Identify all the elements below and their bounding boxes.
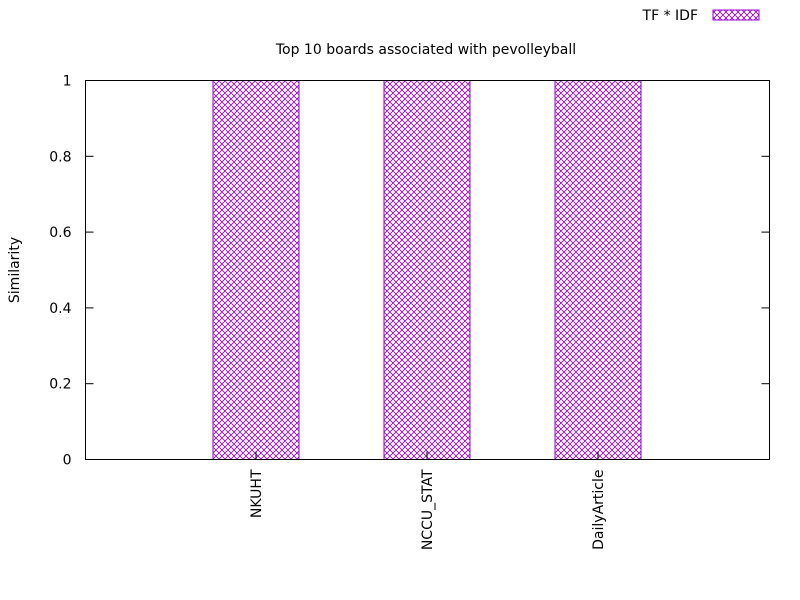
y-axis-label: Similarity — [7, 237, 23, 303]
plot-frame — [85, 80, 770, 460]
bar — [212, 80, 300, 460]
bar-series — [212, 80, 642, 460]
bar — [554, 80, 642, 460]
x-tick-label: NKUHT — [249, 469, 265, 518]
y-axis: 0 0.2 0.4 0.6 0.8 1 — [49, 74, 770, 469]
bar — [383, 80, 471, 460]
legend-swatch — [712, 9, 760, 21]
y-tick-label: 1 — [63, 74, 72, 90]
y-tick-label: 0.2 — [49, 377, 71, 393]
y-tick-label: 0 — [63, 453, 72, 469]
x-axis: NKUHT NCCU_STAT DailyArticle — [249, 451, 607, 550]
y-tick-label: 0.4 — [49, 301, 71, 317]
y-tick-label: 0.8 — [49, 149, 71, 165]
legend: TF * IDF — [642, 8, 760, 24]
legend-label: TF * IDF — [642, 8, 698, 24]
chart-title: Top 10 boards associated with pevolleyba… — [275, 42, 576, 58]
x-tick-label: DailyArticle — [591, 470, 607, 550]
y-tick-label: 0.6 — [49, 225, 71, 241]
x-tick-label: NCCU_STAT — [420, 469, 436, 550]
